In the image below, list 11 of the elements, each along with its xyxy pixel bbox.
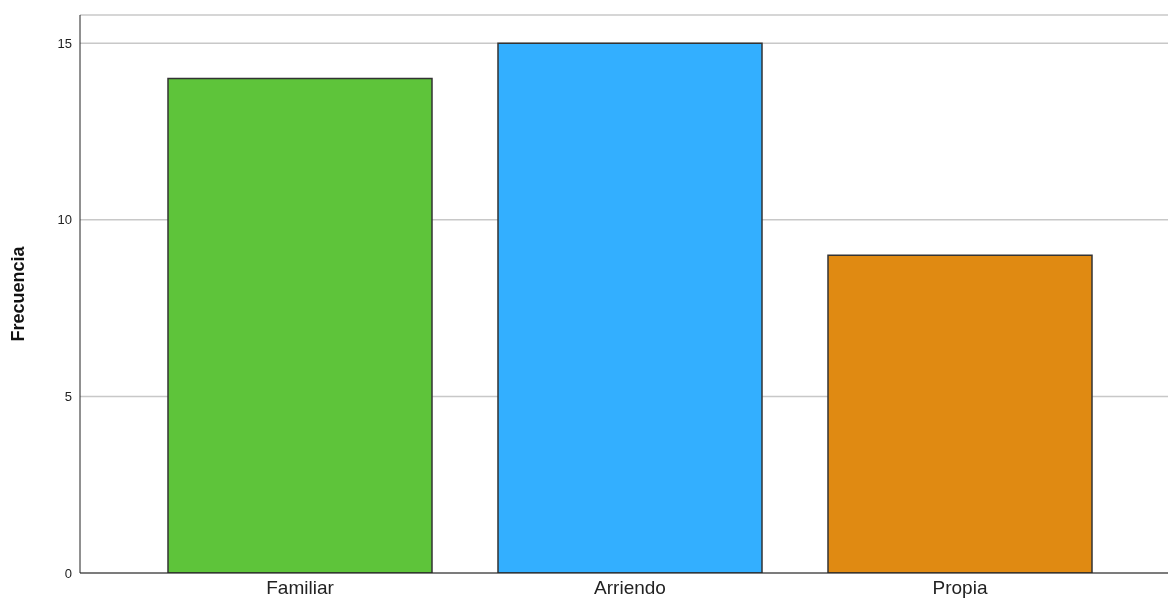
x-tick-label: Propia	[932, 577, 988, 599]
y-tick-label: 5	[64, 389, 72, 405]
bar	[497, 42, 763, 573]
y-tick-label: 15	[57, 35, 72, 51]
x-tick-label: Familiar	[266, 577, 335, 599]
y-tick-label: 0	[64, 565, 72, 581]
bar	[167, 77, 433, 573]
bar	[827, 254, 1093, 573]
y-tick-label: 10	[57, 212, 72, 228]
x-tick-label: Arriendo	[594, 577, 666, 599]
y-axis-title: Frecuencia	[8, 245, 29, 342]
